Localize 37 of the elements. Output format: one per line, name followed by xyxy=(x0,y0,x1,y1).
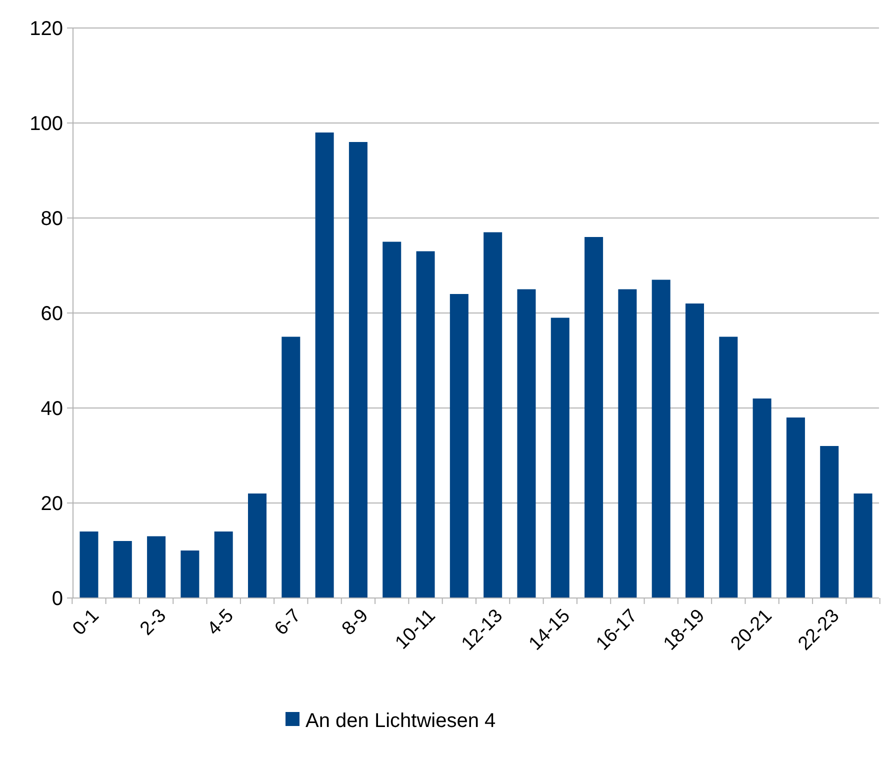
bar xyxy=(584,237,604,598)
y-tick-label: 60 xyxy=(40,303,63,325)
bar xyxy=(416,251,435,598)
bar xyxy=(80,532,98,598)
bar xyxy=(618,289,637,598)
bar xyxy=(113,541,132,598)
x-tick-label: 4-5 xyxy=(204,605,238,640)
bar xyxy=(180,550,200,598)
bar xyxy=(248,494,267,598)
bar xyxy=(517,289,536,598)
bar xyxy=(786,418,805,598)
bar xyxy=(484,232,502,598)
x-tick-label: 8-9 xyxy=(338,605,372,640)
bar xyxy=(752,398,772,598)
bar xyxy=(450,294,468,598)
bar xyxy=(214,532,233,598)
bar xyxy=(282,336,300,598)
legend-label: An den Lichtwiesen 4 xyxy=(306,710,496,732)
bar xyxy=(348,142,368,598)
y-tick-label: 40 xyxy=(40,398,63,420)
bar xyxy=(147,536,166,598)
bar xyxy=(854,494,872,598)
y-tick-label: 20 xyxy=(40,493,63,515)
x-tick-label: 2-3 xyxy=(136,605,171,640)
y-tick-label: 120 xyxy=(30,18,63,40)
y-tick-label: 80 xyxy=(40,208,63,230)
x-tick-label: 0-1 xyxy=(68,605,104,640)
bar xyxy=(652,280,670,598)
y-tick-label: 0 xyxy=(52,588,63,610)
bar xyxy=(382,242,402,598)
bar xyxy=(685,304,704,598)
bar xyxy=(820,446,839,598)
y-tick-label: 100 xyxy=(30,113,63,135)
bar xyxy=(719,336,738,598)
x-tick-label: 6-7 xyxy=(270,605,306,640)
bar xyxy=(550,318,570,598)
bar xyxy=(315,132,334,598)
